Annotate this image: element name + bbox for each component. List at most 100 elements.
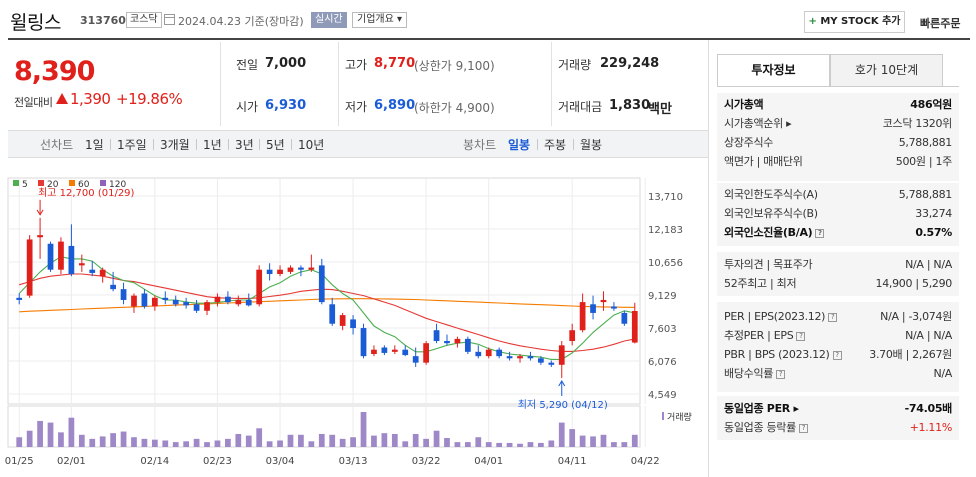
y-tick-label: 6,076 bbox=[648, 357, 677, 368]
prev-close-value: 7,000 bbox=[265, 56, 307, 71]
high-value: 8,770 bbox=[374, 56, 416, 71]
info-row-value: N/A | -3,074원 bbox=[880, 310, 952, 323]
info-row-label: 투자의견 | 목표주가 bbox=[724, 258, 813, 271]
tab-orderbook[interactable]: 호가 10단계 bbox=[830, 54, 943, 87]
company-overview-dropdown[interactable]: 기업개요 ▾ bbox=[352, 12, 407, 28]
volume-bar bbox=[621, 442, 628, 447]
line-chart-label: 선차트 bbox=[40, 138, 74, 152]
candle-body bbox=[78, 263, 85, 266]
quick-order-button[interactable]: 빠른주문 bbox=[920, 17, 961, 30]
add-mystock-button[interactable]: + MY STOCK 추가 bbox=[804, 11, 905, 33]
divider bbox=[338, 42, 339, 126]
base-date: 2024.04.23 기준(장마감) bbox=[178, 15, 304, 28]
volume-bar bbox=[89, 438, 96, 447]
help-icon[interactable]: ? bbox=[832, 351, 842, 360]
volume-bar bbox=[402, 441, 409, 447]
realtime-button[interactable]: 실시간 bbox=[311, 12, 347, 28]
divider bbox=[196, 139, 197, 150]
candle-monthly[interactable]: 월봉 bbox=[580, 138, 603, 152]
volume-bar bbox=[517, 443, 523, 447]
info-row: 외국인한도주식수(A) 5,788,881 bbox=[724, 188, 952, 202]
volume-bar bbox=[360, 412, 367, 447]
x-tick-label: 03/13 bbox=[339, 456, 368, 467]
x-tick-label: 03/04 bbox=[266, 456, 295, 467]
volume-bar bbox=[162, 440, 169, 447]
info-row: PBR | BPS (2023.12)? 3.70배 | 2,267원 bbox=[724, 348, 952, 362]
candle-weekly[interactable]: 주봉 bbox=[544, 138, 567, 152]
volume-bar bbox=[391, 433, 398, 447]
candle-body bbox=[120, 289, 127, 300]
volume-bar bbox=[308, 441, 315, 447]
candle-body bbox=[517, 356, 523, 359]
info-row-value: -74.05배 bbox=[904, 402, 953, 415]
candle-body bbox=[381, 347, 388, 353]
candle-body bbox=[131, 295, 137, 307]
volume-bar bbox=[475, 437, 482, 447]
info-row: 외국인소진율(B/A)? 0.57% bbox=[724, 226, 952, 240]
divider bbox=[220, 42, 221, 126]
divider bbox=[573, 139, 574, 150]
info-row: 52주최고 | 최저 14,900 | 5,290 bbox=[724, 277, 952, 291]
up-arrow-icon bbox=[56, 93, 68, 104]
period-1w[interactable]: 1주일 bbox=[117, 138, 147, 152]
panel-divider bbox=[708, 40, 709, 477]
help-icon[interactable]: ? bbox=[828, 313, 838, 322]
info-row: 배당수익률? N/A bbox=[724, 367, 952, 381]
candle-body bbox=[183, 302, 190, 306]
info-row: 시가총액 486억원 bbox=[724, 98, 952, 112]
volume-bar bbox=[558, 422, 565, 447]
candle-body bbox=[58, 241, 64, 270]
volume-bar bbox=[266, 441, 273, 447]
candle-body bbox=[527, 356, 534, 359]
candle-body bbox=[579, 302, 586, 331]
period-3m[interactable]: 3개월 bbox=[160, 138, 190, 152]
candle-body bbox=[256, 269, 263, 305]
candle-body bbox=[266, 269, 273, 275]
volume-bar bbox=[120, 431, 127, 447]
volume-bar bbox=[464, 442, 471, 447]
period-1d[interactable]: 1일 bbox=[85, 138, 104, 152]
candle-body bbox=[214, 296, 221, 303]
period-5y[interactable]: 5년 bbox=[266, 138, 285, 152]
x-tick-label: 01/25 bbox=[5, 456, 34, 467]
info-row-value: 5,788,881 bbox=[898, 188, 953, 201]
info-row-label: PER | EPS(2023.12)? bbox=[724, 310, 838, 324]
y-tick-label: 4,549 bbox=[648, 390, 677, 401]
candle-daily[interactable]: 일봉 bbox=[508, 138, 531, 152]
candle-body bbox=[99, 269, 106, 277]
help-icon[interactable]: ? bbox=[798, 424, 808, 433]
stock-chart[interactable]: 13,710 12,183 10,656 9,129 7,603 6,076 4,549 01… bbox=[0, 166, 706, 477]
divider bbox=[551, 42, 552, 126]
candle-body bbox=[538, 358, 544, 363]
x-tick-label: 04/22 bbox=[631, 456, 660, 467]
legend-swatch bbox=[38, 180, 44, 186]
change-amount: 1,390 bbox=[70, 90, 111, 108]
volume-bar bbox=[298, 434, 304, 447]
volume-bar bbox=[131, 437, 137, 447]
legend-label: 5 bbox=[22, 180, 28, 190]
candle-body bbox=[433, 330, 440, 342]
volume-bar bbox=[329, 434, 336, 447]
candle-body bbox=[141, 293, 148, 307]
info-row-label: 외국인한도주식수(A) bbox=[724, 188, 818, 201]
candle-body bbox=[391, 349, 398, 352]
volume-bar bbox=[527, 442, 534, 447]
volume-bar bbox=[68, 417, 75, 447]
help-icon[interactable]: ? bbox=[776, 370, 786, 379]
legend-label: 20 bbox=[47, 180, 59, 190]
volume-bar bbox=[485, 442, 492, 447]
x-tick-label: 02/23 bbox=[203, 456, 232, 467]
help-icon[interactable]: ? bbox=[796, 332, 806, 341]
volume-bar bbox=[287, 434, 294, 447]
tab-investment-info[interactable]: 투자정보 bbox=[717, 54, 830, 87]
candle-body bbox=[26, 239, 33, 296]
period-3y[interactable]: 3년 bbox=[235, 138, 254, 152]
high-annotation: 최고 12,700 (01/29) bbox=[38, 187, 134, 199]
period-10y[interactable]: 10년 bbox=[298, 138, 325, 152]
help-icon[interactable]: ? bbox=[815, 229, 825, 238]
volume-label: 거래량 bbox=[667, 411, 692, 423]
candle-body bbox=[350, 319, 356, 329]
volume-bar bbox=[214, 440, 221, 447]
info-row: 동일업종 PER ▸ -74.05배 bbox=[724, 402, 952, 416]
period-1y[interactable]: 1년 bbox=[203, 138, 222, 152]
